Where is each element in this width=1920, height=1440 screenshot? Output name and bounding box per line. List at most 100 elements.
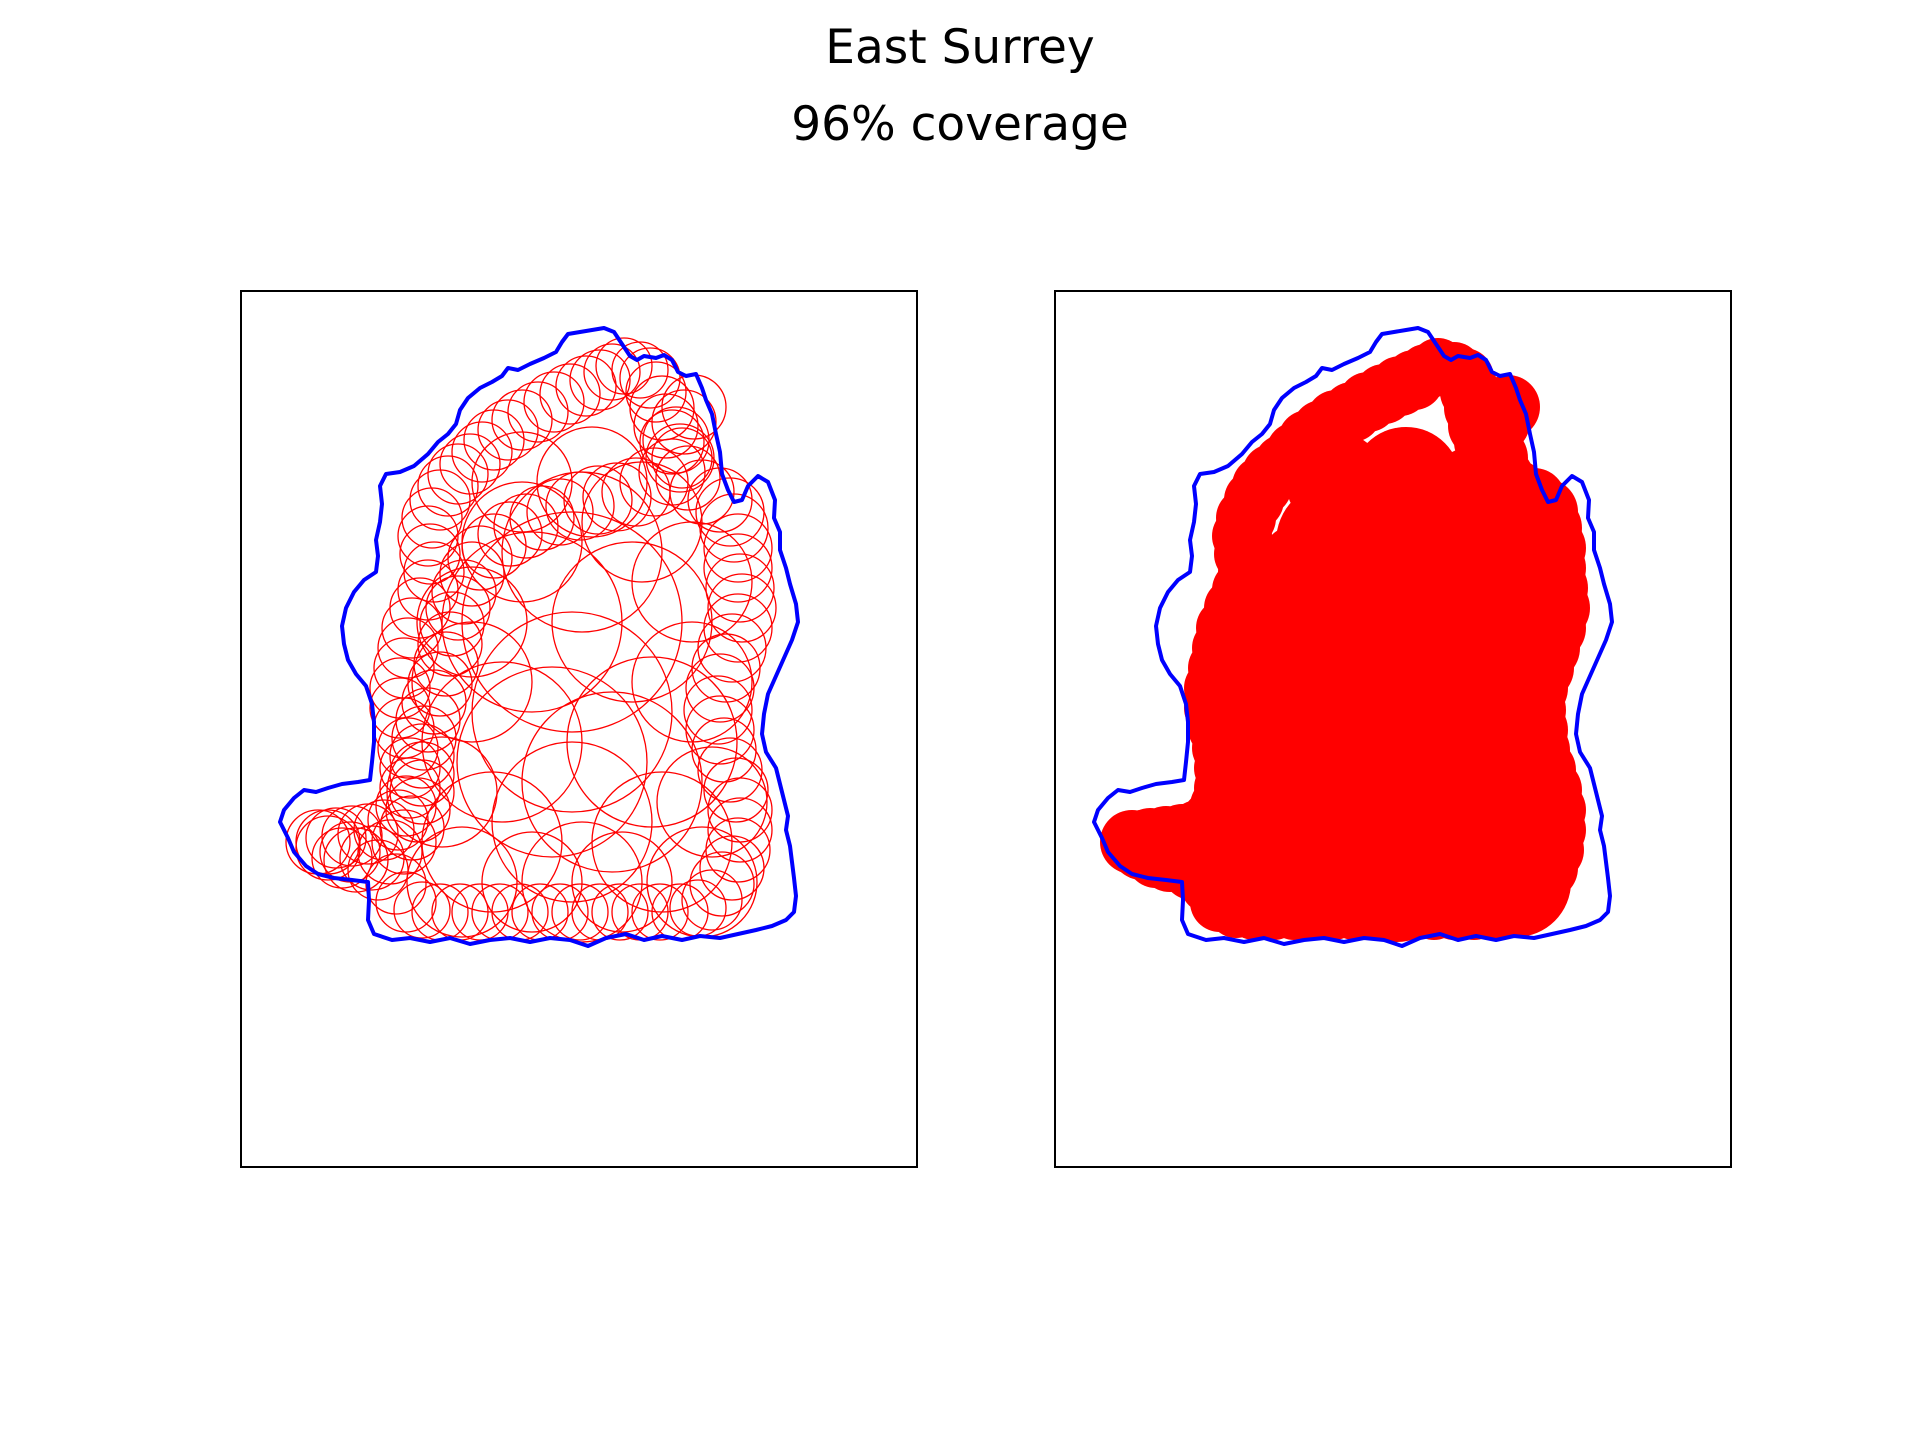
coverage-circle bbox=[375, 775, 437, 837]
coverage-area-circle bbox=[1461, 827, 1571, 937]
coverage-circle bbox=[656, 746, 768, 858]
coverage-circle bbox=[631, 521, 753, 643]
coverage-circle bbox=[399, 523, 461, 585]
filled-map bbox=[1092, 326, 1614, 948]
coverage-circle bbox=[501, 471, 663, 633]
coverage-circle bbox=[481, 831, 583, 933]
coverage-circle bbox=[523, 371, 585, 433]
coverage-circle bbox=[655, 445, 721, 511]
coverage-circle bbox=[566, 656, 738, 828]
coverage-circle bbox=[536, 426, 648, 538]
coverage-circle bbox=[491, 741, 653, 903]
coverage-circle bbox=[365, 853, 427, 915]
coverage-circle bbox=[369, 677, 431, 739]
coverage-circle bbox=[339, 825, 405, 891]
coverage-circle bbox=[427, 443, 489, 505]
coverage-circle bbox=[379, 737, 441, 799]
coverage-circle bbox=[539, 363, 601, 425]
coverage-circle bbox=[367, 789, 429, 851]
coverage-circle bbox=[707, 573, 777, 643]
coverage-circle bbox=[619, 347, 681, 409]
coverage-circle bbox=[591, 883, 649, 941]
coverage-circle bbox=[377, 617, 439, 679]
district-boundary bbox=[278, 326, 800, 948]
coverage-circle bbox=[685, 695, 755, 765]
coverage-circle bbox=[416, 566, 528, 678]
coverage-area-circle bbox=[1120, 808, 1180, 868]
coverage-circle bbox=[703, 513, 773, 583]
coverage-circle bbox=[409, 469, 471, 531]
coverage-circle bbox=[417, 455, 479, 517]
coverage-circle bbox=[413, 631, 479, 697]
coverage-circle bbox=[707, 777, 773, 843]
coverage-circle bbox=[707, 797, 773, 863]
coverage-circle bbox=[703, 533, 773, 603]
coverage-circle bbox=[471, 611, 673, 813]
coverage-circle bbox=[389, 723, 455, 789]
coverage-circle bbox=[375, 871, 437, 933]
coverage-circle bbox=[705, 817, 771, 883]
coverage-circle bbox=[551, 883, 609, 941]
coverage-circle bbox=[683, 675, 753, 745]
coverage-circle bbox=[411, 621, 533, 743]
coverage-circle bbox=[369, 657, 431, 719]
coverage-circle bbox=[703, 593, 773, 663]
coverage-circle bbox=[419, 591, 485, 657]
circles-map bbox=[278, 326, 800, 948]
coverage-circle bbox=[521, 691, 703, 873]
map-panel-filled bbox=[1054, 290, 1732, 1168]
coverage-circle bbox=[639, 409, 705, 475]
coverage-circle bbox=[669, 879, 727, 937]
coverage-circle bbox=[397, 505, 459, 567]
coverage-circle bbox=[569, 349, 631, 411]
coverage-circle bbox=[403, 541, 465, 603]
coverage-circle bbox=[295, 809, 361, 875]
coverage-circle bbox=[461, 481, 583, 603]
coverage-area-circle bbox=[1351, 427, 1461, 537]
coverage-circle bbox=[633, 393, 699, 459]
coverage-circle bbox=[651, 427, 713, 489]
coverage-circle bbox=[703, 757, 769, 823]
coverage-circles-group bbox=[285, 337, 777, 943]
coverage-circle bbox=[697, 737, 763, 803]
coverage-circle bbox=[305, 807, 367, 869]
coverage-area-circle bbox=[1386, 832, 1486, 932]
coverage-circle bbox=[337, 803, 399, 865]
coverage-area-circle bbox=[1221, 827, 1331, 937]
coverage-circle bbox=[377, 717, 439, 779]
coverage-circle bbox=[373, 637, 435, 699]
coverage-circle bbox=[431, 559, 497, 625]
coverage-circle bbox=[545, 471, 615, 541]
coverage-circle bbox=[451, 421, 513, 483]
coverage-circle bbox=[695, 477, 765, 547]
coverage-circle bbox=[463, 409, 525, 471]
coverage-circle bbox=[645, 423, 715, 493]
coverage-circle bbox=[477, 399, 539, 461]
coverage-circle bbox=[373, 697, 435, 759]
coverage-circle bbox=[551, 541, 713, 703]
coverage-circle bbox=[491, 389, 553, 451]
coverage-fill-group bbox=[1100, 338, 1590, 942]
coverage-circle bbox=[477, 501, 543, 567]
coverage-circle bbox=[386, 736, 498, 848]
coverage-circle bbox=[595, 337, 653, 395]
coverage-subtitle: 96% coverage bbox=[791, 97, 1129, 152]
coverage-circle bbox=[456, 666, 648, 858]
coverage-circle bbox=[507, 381, 569, 443]
coverage-circle bbox=[571, 831, 673, 933]
coverage-circle bbox=[581, 461, 703, 583]
coverage-circle bbox=[295, 815, 361, 881]
coverage-circle bbox=[379, 757, 441, 819]
coverage-circle bbox=[393, 881, 451, 939]
coverage-circle bbox=[321, 805, 383, 867]
coverage-circle bbox=[471, 431, 573, 533]
coverage-circle bbox=[625, 361, 687, 423]
coverage-circle bbox=[401, 487, 463, 549]
coverage-circle bbox=[555, 355, 617, 417]
coverage-circle bbox=[425, 575, 491, 641]
coverage-circle bbox=[631, 883, 689, 941]
coverage-circle bbox=[406, 826, 518, 938]
map-panel-circles bbox=[240, 290, 918, 1168]
coverage-circle bbox=[421, 661, 583, 823]
